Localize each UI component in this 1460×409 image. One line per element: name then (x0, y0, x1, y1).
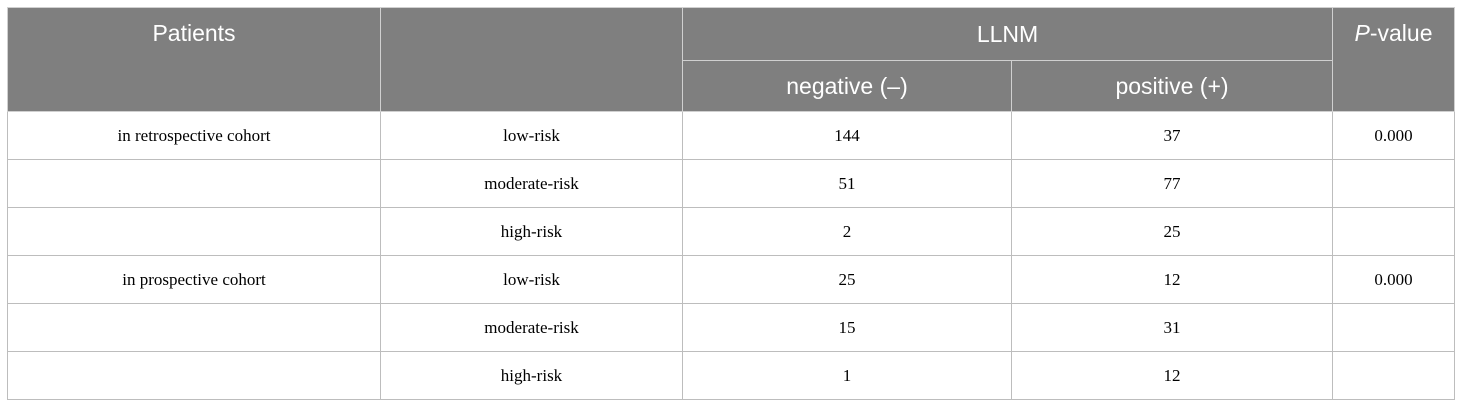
cell-negative: 144 (682, 111, 1012, 160)
cell-p-value: 0.000 (1332, 255, 1456, 304)
cell-p-value: 0.000 (1332, 111, 1456, 160)
cell-p-value (1332, 351, 1456, 400)
cell-p-value (1332, 303, 1456, 352)
table-row: in prospective cohort low-risk 25 12 0.0… (7, 255, 1456, 304)
table-row: high-risk 1 12 (7, 351, 1456, 400)
cell-risk: moderate-risk (380, 159, 683, 208)
header-positive: positive (+) (1010, 60, 1334, 112)
header-group (380, 7, 683, 112)
cell-risk: low-risk (380, 111, 683, 160)
header-p-value-italic: P (1354, 20, 1370, 46)
table-row: moderate-risk 15 31 (7, 303, 1456, 352)
cell-positive: 25 (1010, 207, 1334, 256)
cell-risk: high-risk (380, 351, 683, 400)
header-llnm: LLNM (681, 7, 1334, 61)
cell-negative: 2 (682, 207, 1012, 256)
cell-positive: 12 (1010, 255, 1334, 304)
cell-positive: 31 (1010, 303, 1334, 352)
cell-risk: moderate-risk (380, 303, 683, 352)
header-negative: negative (–) (682, 60, 1012, 112)
cell-negative: 15 (682, 303, 1012, 352)
table-row: moderate-risk 51 77 (7, 159, 1456, 208)
cell-cohort (7, 207, 381, 256)
cell-negative: 1 (682, 351, 1012, 400)
cell-positive: 77 (1010, 159, 1334, 208)
cell-cohort: in retrospective cohort (7, 111, 381, 160)
header-patients: Patients (7, 7, 381, 112)
cell-cohort (7, 351, 381, 400)
cell-p-value (1332, 207, 1456, 256)
cell-cohort (7, 159, 381, 208)
cell-p-value (1332, 159, 1456, 208)
header-p-value-rest: -value (1369, 20, 1433, 46)
header-p-value: P-value (1332, 7, 1456, 112)
table-row: in retrospective cohort low-risk 144 37 … (7, 111, 1456, 160)
cell-positive: 12 (1010, 351, 1334, 400)
cell-positive: 37 (1010, 111, 1334, 160)
cell-cohort (7, 303, 381, 352)
cell-negative: 25 (682, 255, 1012, 304)
cell-negative: 51 (682, 159, 1012, 208)
cell-risk: high-risk (380, 207, 683, 256)
llnm-risk-table: Patients LLNM P-value negative (–) posit… (7, 7, 1456, 400)
cell-cohort: in prospective cohort (7, 255, 381, 304)
table-row: high-risk 2 25 (7, 207, 1456, 256)
cell-risk: low-risk (380, 255, 683, 304)
